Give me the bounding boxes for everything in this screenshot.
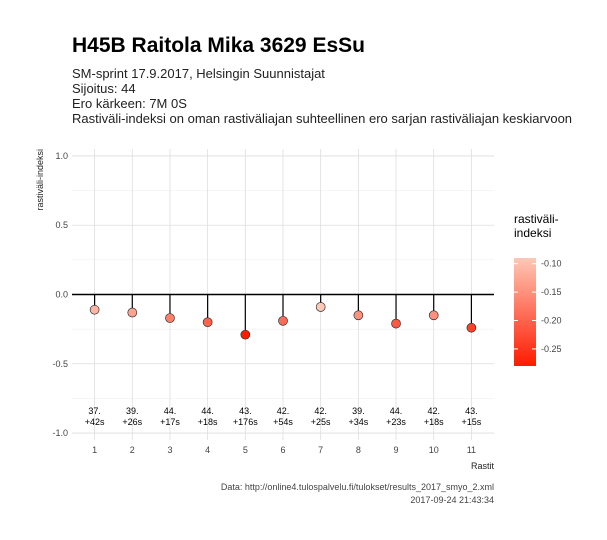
y-tick-label: -1.0 — [52, 428, 68, 438]
data-label-time: +23s — [386, 417, 406, 427]
y-tick-label: 1.0 — [55, 151, 68, 161]
data-label-time: +34s — [348, 417, 368, 427]
data-label-time: +25s — [311, 417, 331, 427]
data-label-time: +176s — [233, 417, 258, 427]
x-tick-label: 1 — [92, 445, 97, 455]
legend: -0.10 -0.15 -0.20 -0.25 — [514, 258, 562, 366]
x-tick-label: 8 — [356, 445, 361, 455]
data-label-time: +26s — [122, 417, 142, 427]
data-label-time: +18s — [424, 417, 444, 427]
legend-title-line2: indeksi — [514, 226, 552, 240]
x-tick-label: 4 — [205, 445, 210, 455]
lollipop-point — [165, 313, 175, 323]
subtitle-description: Rastiväli-indeksi on oman rastiväliajan … — [72, 111, 573, 126]
data-label-position: 44. — [390, 406, 403, 416]
chart-title: H45B Raitola Mika 3629 EsSu — [72, 34, 365, 57]
lollipop-point — [240, 329, 251, 340]
caption-timestamp: 2017-09-24 21:43:34 — [410, 495, 494, 505]
caption-source: Data: http://online4.tulospalvelu.fi/tul… — [220, 482, 494, 492]
lollipop-point — [89, 304, 100, 315]
data-label-position: 39. — [126, 406, 139, 416]
legend-color-bar — [514, 258, 536, 366]
y-tick-label: 0.5 — [55, 220, 68, 230]
y-tick-label: 0.0 — [55, 290, 68, 300]
data-label-position: 43. — [465, 406, 478, 416]
data-label-position: 37. — [88, 406, 101, 416]
legend-title-line1: rastiväli- — [514, 212, 559, 226]
legend-tick-label: -0.15 — [541, 287, 562, 297]
lollipop-point — [353, 310, 364, 321]
x-axis-title: Rastit — [471, 461, 495, 471]
x-tick-label: 5 — [243, 445, 248, 455]
data-label-time: +18s — [198, 417, 218, 427]
x-tick-label: 10 — [429, 445, 439, 455]
subtitle-placement: Sijoitus: 44 — [72, 81, 136, 96]
lollipop-point — [428, 310, 439, 321]
subtitle-gap: Ero kärkeen: 7M 0S — [72, 96, 187, 111]
data-labels: 37.+42s39.+26s44.+17s44.+18s43.+176s42.+… — [85, 406, 482, 427]
data-label-time: +42s — [85, 417, 105, 427]
lollipop-point — [391, 318, 401, 329]
axes: 1.0 0.5 0.0 -0.5 -1.0 1 2 3 4 5 6 7 8 9 10 11 Rastit rast… — [35, 149, 494, 471]
data-label-time: +54s — [273, 417, 293, 427]
data-label-position: 42. — [427, 406, 440, 416]
x-tick-label: 11 — [467, 445, 476, 455]
data-label-time: +17s — [160, 417, 180, 427]
legend-title: rastiväli- indeksi — [514, 212, 559, 240]
data-label-position: 44. — [201, 406, 214, 416]
y-axis-title: rastiväli-indeksi — [35, 149, 45, 211]
x-tick-label: 2 — [130, 445, 135, 455]
lollipop-point — [127, 307, 138, 318]
lollipop-point — [466, 322, 477, 333]
data-label-position: 43. — [239, 406, 252, 416]
data-label-position: 42. — [314, 406, 327, 416]
data-label-position: 44. — [164, 406, 177, 416]
x-tick-label: 6 — [280, 445, 285, 455]
x-tick-label: 9 — [394, 445, 399, 455]
x-tick-label: 7 — [318, 445, 323, 455]
subtitle-event: SM-sprint 17.9.2017, Helsingin Suunnista… — [72, 66, 325, 81]
y-tick-label: -0.5 — [52, 359, 68, 369]
lollipop-point — [278, 315, 288, 326]
data-label-time: +15s — [462, 417, 482, 427]
data-marks — [72, 293, 494, 340]
legend-tick-label: -0.25 — [541, 344, 562, 354]
x-tick-label: 3 — [167, 445, 172, 455]
legend-tick-label: -0.10 — [541, 259, 562, 269]
legend-tick-label: -0.20 — [541, 316, 562, 326]
lollipop-point — [315, 302, 326, 312]
lollipop-point — [202, 317, 213, 328]
data-label-position: 42. — [277, 406, 290, 416]
data-label-position: 39. — [352, 406, 365, 416]
